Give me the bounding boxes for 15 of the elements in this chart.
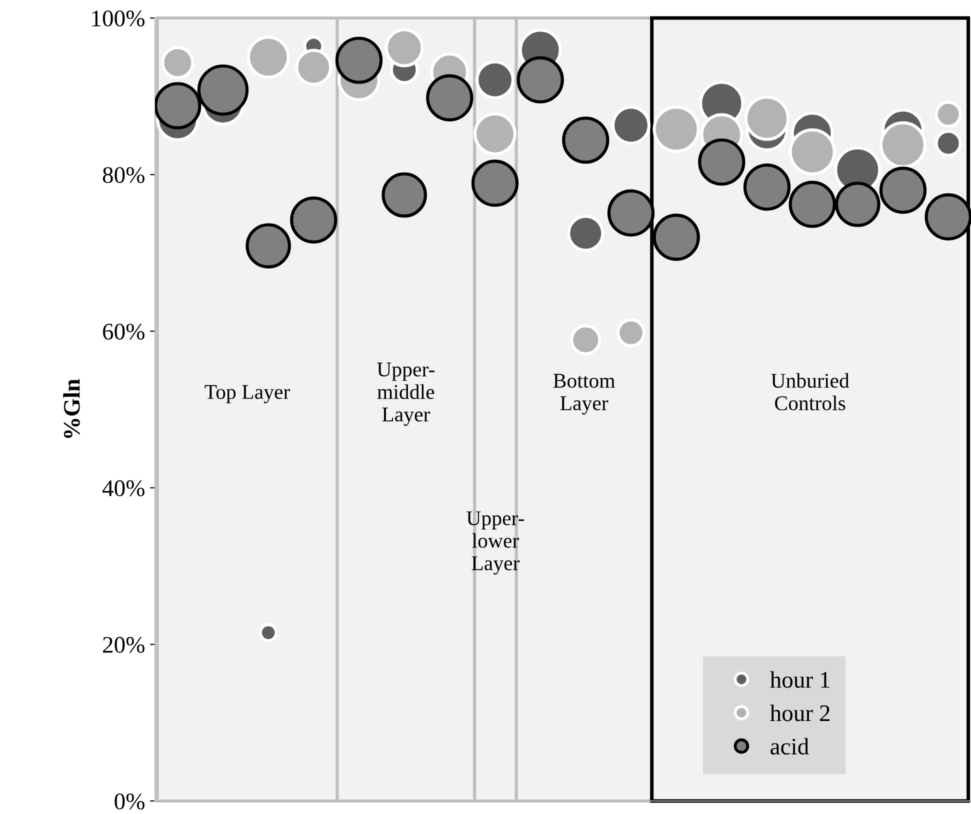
annotation: Upper- lower Layer [466, 511, 524, 575]
annotation: Unburied Controls [771, 373, 850, 410]
annotation: Bottom Layer [553, 374, 616, 415]
y-tick-label: 20% [103, 636, 144, 653]
legend-label: acid [770, 738, 809, 755]
y-tick-label: 100% [92, 10, 144, 26]
annotation: Top Layer [204, 385, 290, 404]
legend-label: hour 2 [770, 704, 830, 722]
y-tick-label: 60% [103, 324, 144, 340]
annotation: Upper- middle Layer [377, 362, 434, 426]
y-tick-label: 40% [102, 480, 144, 496]
y-tick-label: 80% [102, 167, 144, 184]
y-tick-label: 0% [114, 793, 144, 810]
y-axis-title: %Gln [63, 379, 80, 438]
legend-label: hour 1 [770, 671, 830, 688]
